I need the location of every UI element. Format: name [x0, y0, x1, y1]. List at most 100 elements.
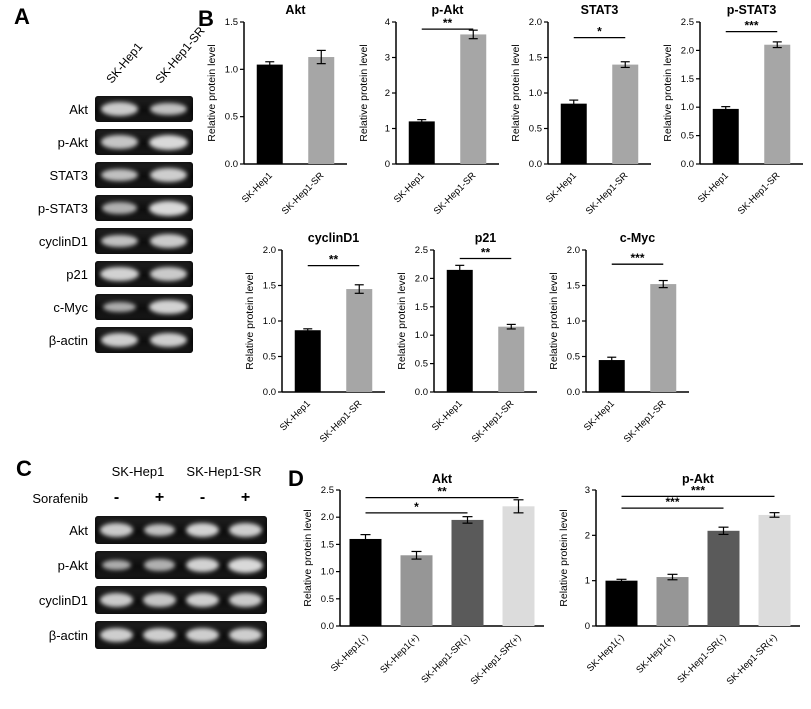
blot-row-c-myc: c-Myc — [6, 294, 193, 320]
x-tick-label: SK-Hep1(-) — [329, 632, 371, 674]
blot-band — [100, 332, 139, 348]
blot-row-cyclind1: cyclinD1 — [6, 228, 193, 254]
blot-band — [149, 299, 188, 315]
x-tick-label: SK-Hep1(+) — [634, 632, 677, 675]
panel-c-blot-rows: Akt p-Akt cyclinD1 β-actin — [6, 516, 288, 649]
panel-d-charts-row: Akt Relative protein level 0.0 0.5 1.0 1.5 2.0… — [302, 472, 810, 700]
blot-band — [148, 134, 189, 150]
y-tick-label: 0.0 — [415, 387, 428, 398]
significance-label: *** — [744, 19, 758, 33]
blot-image — [95, 228, 193, 254]
bar-sk-hep1-sr — [498, 326, 525, 392]
significance-label: * — [414, 500, 419, 514]
bar-sk-hep1-sr — [346, 289, 373, 392]
blot-row-label: p-STAT3 — [37, 200, 88, 216]
y-tick-label: 2.0 — [263, 245, 276, 256]
panel-b: B Akt Relative protein level 0.0 0.5 1.0 1.5 S… — [196, 0, 811, 458]
panel-c: C SK-Hep1 SK-Hep1-SR Sorafenib - + - + Akt p-… — [6, 456, 288, 706]
x-tick-label: SK-Hep1 — [430, 398, 465, 433]
y-axis-label: Relative protein level — [206, 44, 218, 141]
bar-sk-hep1-sr — [460, 34, 487, 164]
y-axis-label: Relative protein level — [510, 44, 522, 141]
minus-sign: - — [113, 489, 120, 506]
bar-sk-hep1 — [349, 538, 382, 626]
blot-row-label: β-actin — [48, 627, 88, 643]
y-tick-label: 1.0 — [263, 316, 276, 327]
y-tick-label: 3 — [585, 485, 590, 496]
y-tick-label: 2.5 — [681, 17, 694, 28]
y-tick-label: 1 — [385, 124, 390, 135]
y-axis-label: Relative protein level — [396, 272, 408, 369]
blot-band — [100, 523, 133, 537]
blot-band — [149, 332, 188, 348]
bar-chart-b-p-stat3: p-STAT3 Relative protein level 0.0 0.5 1.0 1.… — [662, 3, 803, 217]
y-tick-label: 1 — [585, 576, 590, 587]
minus-sign: - — [199, 489, 206, 506]
panel-a-label: A — [14, 4, 30, 29]
chart-title: cyclinD1 — [308, 231, 359, 245]
bar-chart-b-c-myc: c-Myc Relative protein level 0.0 0.5 1.0 1.5 2… — [548, 231, 689, 445]
y-tick-label: 2.0 — [567, 245, 580, 256]
panel-c-treatment-signs: - + - + — [95, 488, 267, 508]
x-tick-label: SK-Hep1-SR(+) — [469, 632, 524, 687]
y-tick-label: 0.5 — [415, 359, 428, 370]
blot-band — [144, 559, 175, 571]
blot-row-p-akt: p-Akt — [6, 551, 288, 579]
x-tick-label: SK-Hep1-SR — [432, 170, 479, 217]
y-tick-label: 1.5 — [263, 281, 276, 292]
blot-image — [95, 96, 193, 122]
chart-title: Akt — [285, 3, 306, 17]
blot-band — [185, 522, 220, 538]
y-tick-label: 2.0 — [681, 45, 694, 56]
blot-band — [102, 301, 137, 313]
y-axis-label: Relative protein level — [302, 509, 314, 606]
blot-row-label: p-Akt — [57, 557, 88, 573]
y-tick-label: 1.0 — [529, 88, 542, 99]
blot-band — [149, 234, 188, 248]
significance-label: *** — [691, 483, 705, 497]
blot-row-p-akt: p-Akt — [6, 129, 193, 155]
y-tick-label: 1.5 — [225, 17, 238, 28]
blot-row-akt: Akt — [6, 96, 193, 122]
y-tick-label: 2.5 — [415, 245, 428, 256]
blot-row-label: Akt — [69, 522, 88, 538]
blot-band — [149, 267, 188, 281]
blot-image — [95, 129, 193, 155]
blot-image — [95, 621, 267, 649]
y-tick-label: 0.0 — [225, 159, 238, 170]
significance-label: ** — [481, 246, 491, 260]
y-tick-label: 1.0 — [225, 64, 238, 75]
bar-sk-hep1-sr — [308, 57, 335, 164]
blot-band — [143, 593, 176, 607]
blot-band — [100, 266, 139, 282]
blot-row-akt: Akt — [6, 516, 288, 544]
blot-band — [102, 202, 137, 214]
blot-band — [150, 102, 187, 116]
blot-image — [95, 294, 193, 320]
blot-row-stat3: STAT3 — [6, 162, 193, 188]
blot-row-label: cyclinD1 — [38, 592, 88, 608]
group-label-sk-hep1-sr: SK-Hep1-SR — [186, 464, 262, 479]
blot-row-actin: β-actin — [6, 621, 288, 649]
chart-title: STAT3 — [581, 3, 619, 17]
blot-image — [95, 162, 193, 188]
treatment-label: Sorafenib — [32, 490, 88, 506]
blot-band — [100, 593, 133, 607]
blot-row-label: c-Myc — [53, 299, 88, 315]
y-tick-label: 1.0 — [681, 102, 694, 113]
blot-band — [228, 522, 263, 538]
bar-sk-hep1-sr — [451, 519, 484, 626]
lane-label-sk-hep1: SK-Hep1 — [102, 39, 145, 86]
y-tick-label: 0.5 — [567, 352, 580, 363]
blot-row-label: p-Akt — [57, 134, 88, 150]
bar-chart-b-p-akt: p-Akt Relative protein level 0 1 2 3 4 SK-Hep1 S… — [358, 3, 499, 217]
group-label-sk-hep1: SK-Hep1 — [111, 464, 165, 479]
panel-c-treatment-row: Sorafenib - + - + — [6, 488, 288, 508]
y-axis-label: Relative protein level — [548, 272, 560, 369]
panel-d-label: D — [288, 466, 304, 491]
y-tick-label: 2 — [585, 530, 590, 541]
chart-title: Akt — [432, 472, 453, 486]
bar-sk-hep1 — [408, 121, 435, 164]
y-axis-label: Relative protein level — [558, 509, 570, 606]
bar-chart-d-p-akt: p-Akt Relative protein level 0 1 2 3 SK-Hep1(-… — [558, 472, 800, 687]
